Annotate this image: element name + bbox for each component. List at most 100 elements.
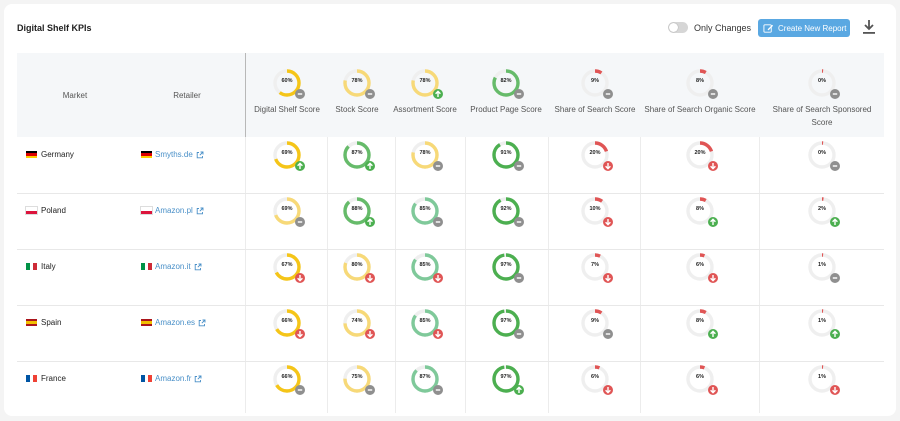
- retailer-name[interactable]: Amazon.fr: [155, 374, 192, 383]
- download-icon[interactable]: [862, 19, 876, 35]
- retailer-name[interactable]: Amazon.it: [155, 262, 191, 271]
- score-gauge-r2-c3: 97%: [491, 252, 524, 283]
- trend-same-glyph: [832, 277, 838, 279]
- trend-same-glyph: [367, 93, 373, 95]
- score-gauge-r4-c5: 6%: [685, 364, 718, 395]
- trend-same-glyph: [516, 165, 522, 167]
- row-divider: [17, 361, 884, 362]
- trend-up-icon: [433, 89, 443, 99]
- trend-same-glyph: [435, 221, 441, 223]
- score-gauge-r2-c5-value: 6%: [696, 262, 704, 268]
- header-score-gauge-5-value: 8%: [696, 78, 704, 84]
- trend-same-icon: [830, 89, 840, 99]
- flag-pl-icon: [25, 206, 38, 215]
- score-gauge-r3-c0-value: 66%: [281, 318, 293, 324]
- trend-down-icon: [365, 329, 375, 339]
- trend-same-icon: [514, 217, 524, 227]
- trend-same-glyph: [516, 333, 522, 335]
- score-gauge-r0-c3-value: 91%: [500, 150, 512, 156]
- score-gauge-r2-c3-value: 97%: [500, 262, 512, 268]
- header-score-gauge-6-value: 0%: [818, 78, 826, 84]
- header-score-gauge-6: 0%: [807, 68, 840, 99]
- score-gauge-r1-c3-ring: [492, 197, 520, 225]
- flag-fr-icon: [141, 375, 152, 382]
- trend-down-icon: [708, 161, 718, 171]
- score-gauge-r2-c2-value: 85%: [419, 262, 431, 268]
- header-score-gauge-4-ring: [581, 69, 609, 97]
- trend-same-glyph: [297, 93, 303, 95]
- retailer-name[interactable]: Smyths.de: [155, 150, 193, 159]
- flag-fr-icon: [26, 375, 37, 382]
- trend-down-icon: [603, 273, 613, 283]
- trend-same-icon: [514, 161, 524, 171]
- row-divider: [17, 249, 884, 250]
- score-gauge-r4-c6-value: 1%: [818, 374, 826, 380]
- column-divider: [640, 137, 641, 413]
- flag-es-icon: [141, 319, 152, 326]
- create-new-report-button[interactable]: Create New Report: [758, 19, 850, 37]
- score-gauge-r3-c5-value: 8%: [696, 318, 704, 324]
- retailer-link[interactable]: Smyths.de: [141, 150, 204, 159]
- score-gauge-r1-c3-value: 92%: [500, 206, 512, 212]
- column-divider: [548, 137, 549, 413]
- header-score-gauge-1-value: 78%: [351, 78, 363, 84]
- score-gauge-r3-c0: 66%: [272, 308, 305, 339]
- trend-up-glyph: [367, 218, 373, 225]
- score-gauge-r3-c4-value: 9%: [591, 318, 599, 324]
- market-name: Spain: [41, 318, 62, 327]
- score-gauge-r4-c4-ring: [581, 365, 609, 393]
- header-score-gauge-3: 82%: [491, 68, 524, 99]
- trend-same-icon: [365, 89, 375, 99]
- retailer-link[interactable]: Amazon.es: [141, 318, 206, 327]
- header-score-gauge-4-value: 9%: [591, 78, 599, 84]
- trend-up-glyph: [367, 162, 373, 169]
- kpi-table: Market Retailer 60% Digital Shelf Score 78…: [17, 53, 884, 413]
- market-column-header: Market: [62, 91, 88, 100]
- header-score-gauge-4: 9%: [580, 68, 613, 99]
- trend-down-glyph: [710, 387, 716, 394]
- row-divider: [17, 193, 884, 194]
- score-gauge-r0-c3: 91%: [491, 140, 524, 171]
- retailer-name[interactable]: Amazon.pl: [155, 206, 193, 215]
- kpi-column-header-3: Product Page Score: [470, 105, 542, 114]
- retailer-column-header: Retailer: [173, 91, 201, 100]
- score-gauge-r4-c2: 87%: [410, 364, 443, 395]
- retailer-link[interactable]: Amazon.fr: [141, 374, 202, 383]
- score-gauge-r0-c4-value: 20%: [589, 150, 601, 156]
- retailer-link[interactable]: Amazon.it: [141, 262, 202, 271]
- retailer-name[interactable]: Amazon.es: [155, 318, 196, 327]
- score-gauge-r4-c4-value: 6%: [591, 374, 599, 380]
- trend-same-glyph: [832, 165, 838, 167]
- score-gauge-r0-c0: 69%: [272, 140, 305, 171]
- score-gauge-r4-c2-ring: [411, 365, 439, 393]
- score-gauge-r4-c2-value: 87%: [419, 374, 431, 380]
- score-gauge-r4-c3-ring: [492, 365, 520, 393]
- score-gauge-r4-c0-value: 66%: [281, 374, 293, 380]
- trend-same-icon: [708, 89, 718, 99]
- score-gauge-r3-c2-value: 85%: [419, 318, 431, 324]
- trend-same-glyph: [516, 277, 522, 279]
- kpi-column-header-5: Share of Search Organic Score: [644, 105, 756, 114]
- score-gauge-r2-c5-ring: [686, 253, 714, 281]
- score-gauge-r0-c6-ring: [808, 141, 836, 169]
- header-score-gauge-0: 60%: [272, 68, 305, 99]
- score-gauge-r2-c6-ring: [808, 253, 836, 281]
- score-gauge-r2-c6-value: 1%: [818, 262, 826, 268]
- score-gauge-r1-c2-ring: [411, 197, 439, 225]
- trend-same-icon: [830, 161, 840, 171]
- score-gauge-r2-c6: 1%: [807, 252, 840, 283]
- score-gauge-r0-c5-value: 20%: [694, 150, 706, 156]
- score-gauge-r1-c5-ring: [686, 197, 714, 225]
- external-link-icon: [196, 151, 204, 158]
- retailer-link[interactable]: Amazon.pl: [140, 206, 204, 215]
- score-gauge-r1-c6-ring: [808, 197, 836, 225]
- trend-same-icon: [433, 385, 443, 395]
- trend-up-icon: [295, 161, 305, 171]
- only-changes-toggle[interactable]: [668, 22, 688, 33]
- trend-same-glyph: [435, 389, 441, 391]
- column-divider: [395, 137, 396, 413]
- trend-down-icon: [603, 161, 613, 171]
- trend-up-icon: [830, 217, 840, 227]
- trend-down-glyph: [605, 219, 611, 226]
- header-score-gauge-3-value: 82%: [500, 78, 512, 84]
